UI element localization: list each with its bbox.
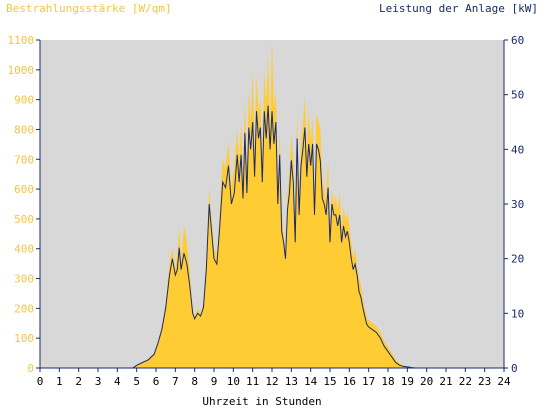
y-right-tick-label: 60 [511, 34, 524, 47]
y-left-tick-label: 1000 [8, 64, 35, 77]
ticks-layer: 0 1 2 3 4 5 6 7 8 9 10 11 12 13 14 15 16 17 18 19 20 21 22 23 24… [8, 34, 525, 388]
x-tick-label: 0 [37, 375, 44, 388]
series-irradiance-area [40, 40, 504, 368]
x-tick-label: 13 [285, 375, 298, 388]
x-tick-label: 21 [439, 375, 452, 388]
y-left-tick-label: 700 [14, 153, 34, 166]
x-tick-label: 20 [420, 375, 433, 388]
x-tick-label: 2 [75, 375, 82, 388]
y-right-tick-label: 0 [511, 362, 518, 375]
y-right-tick-label: 20 [511, 253, 524, 266]
series-layer [40, 40, 504, 369]
y-right-tick-label: 30 [511, 198, 524, 211]
x-tick-label: 11 [246, 375, 259, 388]
y-right-tick-label: 50 [511, 89, 524, 102]
y-left-tick-label: 200 [14, 302, 34, 315]
series-power-line [40, 105, 504, 369]
y-left-tick-label: 600 [14, 183, 34, 196]
y-right-tick-label: 40 [511, 143, 524, 156]
right-axis-title: Leistung der Anlage [kW] [379, 2, 538, 15]
y-left-tick-label: 400 [14, 243, 34, 256]
x-tick-label: 23 [478, 375, 491, 388]
x-tick-label: 19 [401, 375, 414, 388]
x-tick-label: 14 [304, 375, 318, 388]
x-tick-label: 3 [95, 375, 102, 388]
y-left-tick-label: 800 [14, 123, 34, 136]
y-left-tick-label: 1100 [8, 34, 35, 47]
x-tick-label: 22 [459, 375, 472, 388]
x-tick-label: 7 [172, 375, 179, 388]
y-left-tick-label: 900 [14, 94, 34, 107]
y-left-tick-label: 0 [27, 362, 34, 375]
x-tick-label: 16 [343, 375, 356, 388]
x-tick-label: 24 [497, 375, 511, 388]
x-axis-title: Uhrzeit in Stunden [202, 395, 321, 408]
y-left-tick-label: 500 [14, 213, 34, 226]
y-right-tick-label: 10 [511, 307, 524, 320]
x-tick-label: 5 [133, 375, 140, 388]
x-tick-label: 4 [114, 375, 121, 388]
x-tick-label: 18 [381, 375, 394, 388]
left-axis-title: Bestrahlungsstärke [W/qm] [6, 2, 172, 15]
y-left-tick-label: 100 [14, 332, 34, 345]
x-tick-label: 10 [227, 375, 240, 388]
x-tick-label: 9 [211, 375, 218, 388]
x-tick-label: 12 [265, 375, 278, 388]
x-tick-label: 6 [153, 375, 160, 388]
y-left-tick-label: 300 [14, 273, 34, 286]
x-tick-label: 17 [362, 375, 375, 388]
x-tick-label: 8 [191, 375, 198, 388]
x-tick-label: 15 [323, 375, 336, 388]
x-tick-label: 1 [56, 375, 63, 388]
